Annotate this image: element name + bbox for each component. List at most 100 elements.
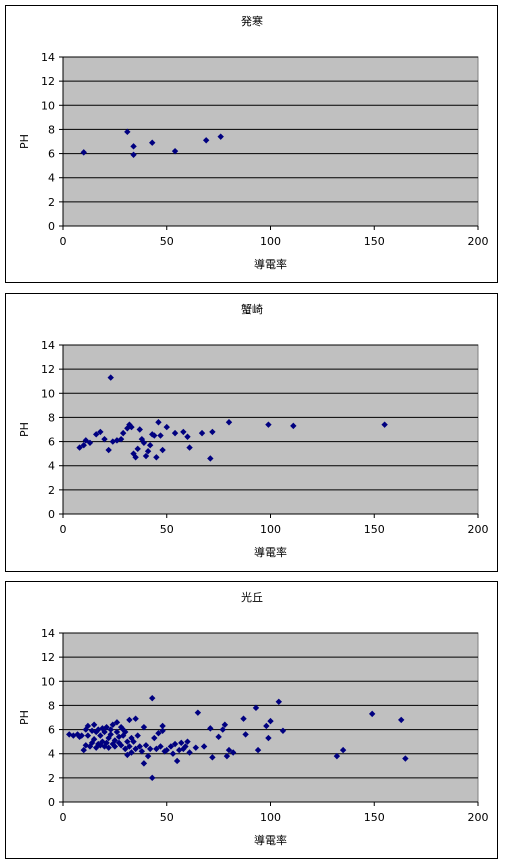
data-point bbox=[163, 423, 170, 431]
data-point bbox=[151, 432, 158, 439]
chart-title: 光丘 bbox=[241, 590, 263, 604]
x-tick-label: 0 bbox=[60, 811, 67, 824]
data-point bbox=[144, 448, 152, 455]
data-point bbox=[140, 760, 148, 767]
y-tick-label: 10 bbox=[41, 675, 55, 688]
data-point bbox=[182, 743, 189, 750]
data-point bbox=[157, 743, 164, 750]
x-tick-label: 200 bbox=[468, 523, 489, 536]
data-point bbox=[80, 441, 87, 449]
y-tick-label: 4 bbox=[48, 460, 55, 473]
data-point bbox=[107, 374, 114, 381]
plot-area bbox=[62, 344, 479, 515]
data-point bbox=[113, 728, 121, 736]
data-point bbox=[207, 455, 214, 462]
data-point bbox=[90, 721, 98, 728]
y-tick-label: 10 bbox=[41, 387, 55, 400]
y-tick-label: 6 bbox=[48, 436, 55, 449]
data-point bbox=[136, 426, 143, 433]
y-axis-label: PH bbox=[18, 710, 31, 725]
data-point bbox=[107, 726, 114, 733]
data-point bbox=[207, 725, 214, 732]
y-tick-label: 14 bbox=[41, 339, 55, 352]
data-point bbox=[144, 752, 152, 760]
x-axis-label: 導電率 bbox=[254, 257, 287, 271]
data-point bbox=[146, 441, 154, 449]
y-tick-label: 2 bbox=[48, 484, 55, 497]
chart-panel-kanizaki: 蟹崎 0 2 4 6 8 10 12 14 0 50 100 150 200 導電率 PH bbox=[5, 293, 498, 572]
chart-panel-hassamu: 発寒 0 2 4 6 8 10 12 14 0 50 100 150 200 導電率 PH bbox=[5, 5, 498, 283]
data-point bbox=[105, 446, 112, 454]
data-point bbox=[82, 742, 90, 749]
data-point bbox=[223, 752, 231, 760]
data-point bbox=[86, 439, 94, 446]
data-point bbox=[142, 742, 150, 749]
data-point bbox=[142, 452, 150, 460]
data-point bbox=[109, 721, 116, 728]
data-point bbox=[134, 445, 141, 453]
data-point bbox=[101, 728, 108, 736]
data-point bbox=[80, 149, 87, 156]
data-point bbox=[130, 151, 137, 158]
data-point bbox=[117, 742, 125, 749]
x-tick-label: 150 bbox=[364, 811, 385, 824]
y-tick-label: 14 bbox=[41, 627, 55, 640]
data-point bbox=[275, 698, 282, 706]
chart-title: 発寒 bbox=[241, 14, 263, 28]
x-tick-label: 100 bbox=[260, 523, 281, 536]
data-point bbox=[381, 421, 388, 428]
scatter-chart-kanizaki: 蟹崎 0 2 4 6 8 10 12 14 0 50 100 150 200 導電率 PH bbox=[18, 302, 489, 559]
data-point bbox=[130, 738, 137, 745]
data-point bbox=[202, 137, 210, 144]
data-point bbox=[265, 421, 272, 428]
data-point bbox=[240, 715, 247, 722]
data-point bbox=[167, 743, 175, 750]
data-point bbox=[93, 431, 100, 438]
x-tick-label: 50 bbox=[160, 523, 174, 536]
data-point bbox=[128, 423, 135, 431]
data-point bbox=[122, 728, 129, 736]
data-point bbox=[111, 743, 119, 750]
x-tick-label: 100 bbox=[260, 235, 281, 248]
plot-area bbox=[62, 56, 479, 227]
data-point bbox=[140, 439, 148, 446]
data-point bbox=[209, 428, 216, 436]
data-point bbox=[200, 743, 208, 750]
data-point bbox=[186, 444, 193, 451]
y-tick-label: 0 bbox=[48, 220, 55, 233]
data-point bbox=[155, 419, 162, 426]
x-tick-label: 100 bbox=[260, 811, 281, 824]
data-point bbox=[132, 715, 139, 722]
y-tick-label: 0 bbox=[48, 508, 55, 521]
y-tick-label: 12 bbox=[41, 75, 55, 88]
data-point bbox=[134, 732, 141, 739]
data-point bbox=[132, 454, 139, 461]
y-tick-label: 2 bbox=[48, 196, 55, 209]
y-tick-label: 0 bbox=[48, 796, 55, 809]
y-tick-label: 6 bbox=[48, 724, 55, 737]
y-tick-label: 4 bbox=[48, 172, 55, 185]
data-point bbox=[126, 743, 133, 750]
y-tick-label: 8 bbox=[48, 699, 55, 712]
data-point bbox=[157, 432, 164, 439]
data-point bbox=[105, 744, 112, 751]
y-axis-label: PH bbox=[18, 134, 31, 149]
x-tick-label: 200 bbox=[468, 811, 489, 824]
scatter-chart-hikarigaoka: 光丘 0 2 4 6 8 10 12 14 0 50 100 150 200 導電率 PH bbox=[18, 590, 489, 847]
data-point bbox=[173, 757, 181, 765]
data-point bbox=[124, 425, 131, 432]
x-tick-label: 150 bbox=[364, 523, 385, 536]
x-tick-label: 0 bbox=[60, 523, 67, 536]
data-point bbox=[180, 428, 187, 436]
data-point bbox=[95, 740, 102, 748]
data-point bbox=[149, 139, 156, 146]
data-point bbox=[128, 749, 135, 756]
plot-area bbox=[62, 632, 479, 803]
data-point bbox=[136, 743, 143, 750]
data-point bbox=[279, 727, 287, 734]
chart-panel-hikarigaoka: 光丘 0 2 4 6 8 10 12 14 0 50 100 150 200 導電率 PH bbox=[5, 581, 498, 859]
y-tick-label: 12 bbox=[41, 651, 55, 664]
data-point bbox=[217, 133, 224, 140]
data-point bbox=[86, 743, 94, 750]
x-tick-label: 50 bbox=[160, 235, 174, 248]
